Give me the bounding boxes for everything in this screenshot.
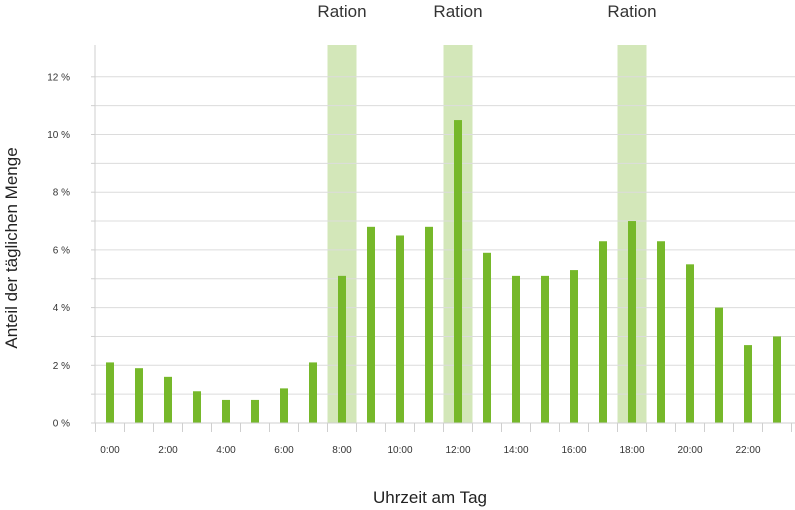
y-tick-label: 2 % <box>53 361 70 372</box>
x-tick-label: 14:00 <box>503 445 528 456</box>
y-tick-label: 8 % <box>53 188 70 199</box>
axes <box>91 45 795 432</box>
bar <box>773 336 781 423</box>
x-tick-label: 10:00 <box>387 445 412 456</box>
bar <box>367 226 375 423</box>
bar <box>309 362 317 423</box>
x-axis-label: Uhrzeit am Tag <box>373 488 487 507</box>
bar <box>222 399 230 423</box>
bar <box>193 391 201 423</box>
y-axis-label: Anteil der täglichen Menge <box>2 147 21 348</box>
ration-label: Ration <box>317 2 366 21</box>
bars <box>106 120 781 423</box>
bar <box>280 388 288 423</box>
y-tick-label: 4 % <box>53 303 70 314</box>
bar <box>657 241 665 423</box>
x-tick-label: 22:00 <box>735 445 760 456</box>
x-tick-label: 8:00 <box>332 445 352 456</box>
x-tick-label: 20:00 <box>677 445 702 456</box>
bar <box>135 368 143 423</box>
ration-label: Ration <box>607 2 656 21</box>
y-tick-label: 6 % <box>53 245 70 256</box>
x-tick-label: 18:00 <box>619 445 644 456</box>
bar <box>454 120 462 423</box>
bar <box>744 345 752 423</box>
bar <box>715 307 723 423</box>
bar <box>396 235 404 423</box>
bar <box>425 226 433 423</box>
bar <box>483 252 491 423</box>
bar <box>106 362 114 423</box>
y-tick-label: 10 % <box>47 130 70 141</box>
x-tick-label: 0:00 <box>100 445 120 456</box>
x-tick-label: 4:00 <box>216 445 236 456</box>
y-tick-label: 0 % <box>53 419 70 430</box>
tick-labels: 0 % 2 % 4 % 6 % 8 % 10 % 12 % 0:00 2:00 4:00 6:00 8… <box>47 72 761 456</box>
x-tick-label: 6:00 <box>274 445 294 456</box>
bar <box>338 275 346 423</box>
ration-label: Ration <box>433 2 482 21</box>
grid-lines <box>95 76 795 395</box>
bar <box>599 241 607 423</box>
bar <box>686 264 694 423</box>
bar <box>570 270 578 423</box>
x-tick-label: 2:00 <box>158 445 178 456</box>
x-tick-label: 12:00 <box>445 445 470 456</box>
bar <box>512 275 520 423</box>
bar <box>164 376 172 423</box>
y-tick-label: 12 % <box>47 72 70 83</box>
bar <box>628 221 636 423</box>
bar <box>541 275 549 423</box>
x-tick-label: 16:00 <box>561 445 586 456</box>
bar <box>251 399 259 423</box>
